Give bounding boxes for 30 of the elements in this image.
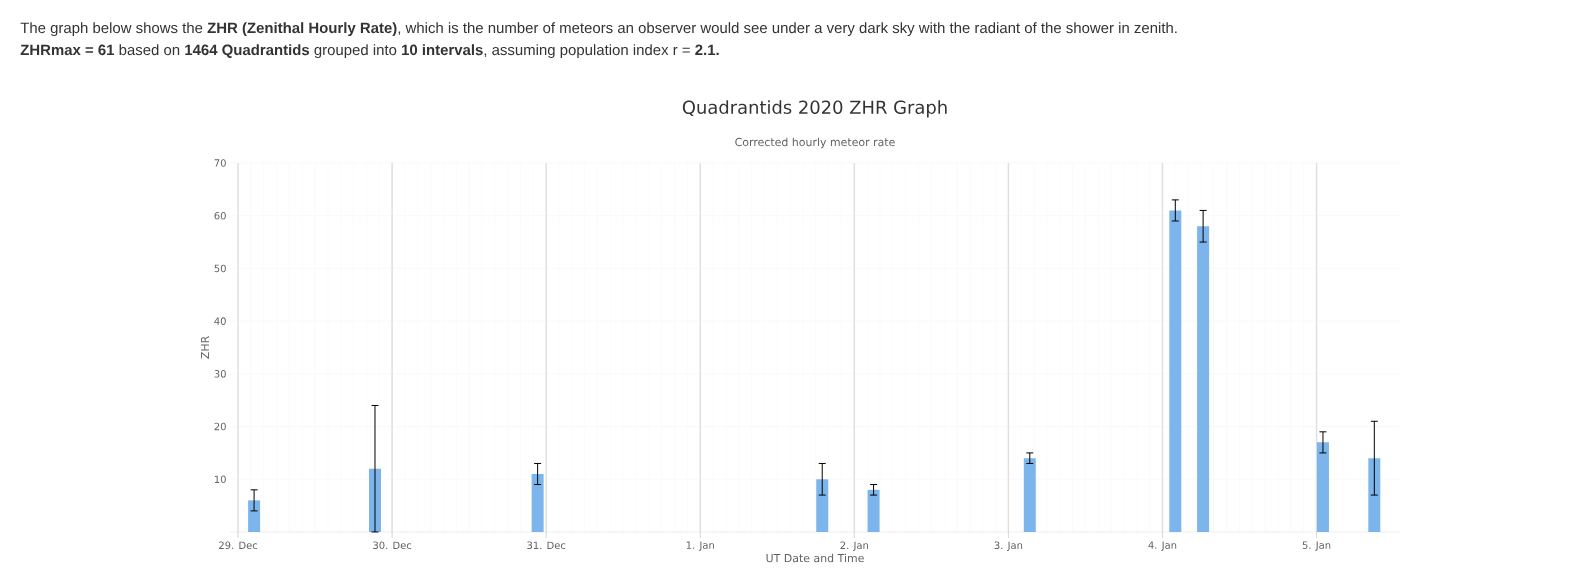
y-tick-label: 70 xyxy=(214,159,226,167)
x-tick-label: 29. Dec xyxy=(219,541,258,550)
bar xyxy=(248,500,261,532)
y-tick-label: 30 xyxy=(214,370,226,378)
bar xyxy=(816,479,829,532)
bar xyxy=(867,489,880,532)
chart-title: Quadrantids 2020 ZHR Graph xyxy=(682,100,947,118)
x-tick-label: 1. Jan xyxy=(686,541,714,551)
text: ZHRmax = 61 based on 1464 Quadrantids grouped into 10 intervals, assuming population index r = 2.1. xyxy=(20,44,719,59)
y-axis-title: ZHR xyxy=(201,336,209,359)
y-tick-label: 20 xyxy=(214,422,226,431)
x-tick-label: 4. Jan xyxy=(1148,541,1177,551)
bar xyxy=(531,474,544,532)
bar xyxy=(1197,226,1210,532)
y-tick-label: 50 xyxy=(214,264,226,273)
y-tick-label: 40 xyxy=(214,317,226,325)
bar xyxy=(1316,442,1329,532)
chart-subtitle: Corrected hourly meteor rate xyxy=(735,137,895,149)
text: The graph below shows the ZHR (Zenithal Hourly Rate), which is the number of meteors an observer would see under a very dark sky with the radiant of the shower in zenith. xyxy=(20,22,1177,37)
x-tick-label: 5. Jan xyxy=(1302,541,1331,551)
y-tick-label: 60 xyxy=(214,211,226,220)
bar xyxy=(1023,458,1036,532)
y-tick-label: 10 xyxy=(214,475,226,484)
x-tick-label: 2. Jan xyxy=(840,541,869,551)
x-tick-label: 3. Jan xyxy=(994,541,1023,551)
bar xyxy=(1368,458,1381,532)
x-tick-label: 30. Dec xyxy=(373,541,412,550)
bar xyxy=(1169,210,1182,532)
x-tick-label: 31. Dec xyxy=(527,541,566,550)
x-axis-title: UT Date and Time xyxy=(766,553,864,563)
